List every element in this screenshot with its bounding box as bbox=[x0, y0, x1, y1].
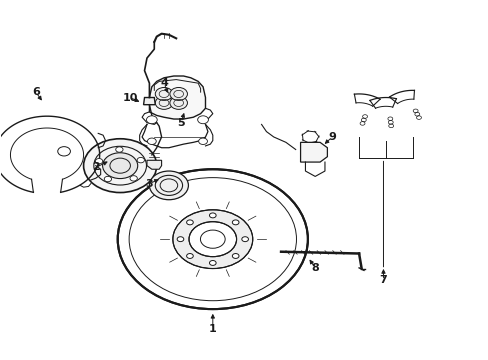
Text: 10: 10 bbox=[122, 93, 137, 103]
Circle shape bbox=[198, 138, 207, 144]
Circle shape bbox=[104, 176, 111, 182]
Text: 4: 4 bbox=[160, 78, 168, 88]
Circle shape bbox=[189, 222, 236, 257]
Circle shape bbox=[209, 213, 216, 218]
Circle shape bbox=[169, 87, 187, 100]
Text: 1: 1 bbox=[208, 324, 216, 334]
Circle shape bbox=[83, 139, 157, 193]
Circle shape bbox=[186, 253, 193, 258]
Circle shape bbox=[137, 157, 144, 163]
Circle shape bbox=[241, 237, 248, 242]
Circle shape bbox=[118, 169, 307, 309]
Text: 2: 2 bbox=[92, 162, 100, 172]
Circle shape bbox=[177, 237, 183, 242]
Circle shape bbox=[232, 220, 239, 225]
Text: 9: 9 bbox=[327, 132, 336, 142]
Polygon shape bbox=[147, 160, 161, 169]
Text: 6: 6 bbox=[32, 87, 40, 97]
Text: 7: 7 bbox=[379, 275, 386, 285]
Circle shape bbox=[146, 116, 157, 124]
Circle shape bbox=[232, 253, 239, 258]
Circle shape bbox=[197, 116, 208, 124]
Polygon shape bbox=[149, 76, 205, 119]
Circle shape bbox=[58, 147, 70, 156]
Circle shape bbox=[155, 96, 172, 109]
Circle shape bbox=[155, 87, 172, 100]
Polygon shape bbox=[143, 98, 155, 105]
Circle shape bbox=[173, 210, 252, 269]
Circle shape bbox=[149, 171, 188, 200]
Circle shape bbox=[169, 96, 187, 109]
Polygon shape bbox=[300, 142, 327, 162]
Text: 8: 8 bbox=[311, 263, 319, 273]
Text: 3: 3 bbox=[145, 179, 153, 189]
Circle shape bbox=[147, 138, 156, 144]
Circle shape bbox=[102, 153, 138, 179]
Text: 5: 5 bbox=[177, 118, 184, 128]
Circle shape bbox=[95, 158, 102, 164]
Circle shape bbox=[186, 220, 193, 225]
Circle shape bbox=[116, 147, 123, 152]
Circle shape bbox=[209, 261, 216, 265]
Circle shape bbox=[130, 176, 137, 181]
